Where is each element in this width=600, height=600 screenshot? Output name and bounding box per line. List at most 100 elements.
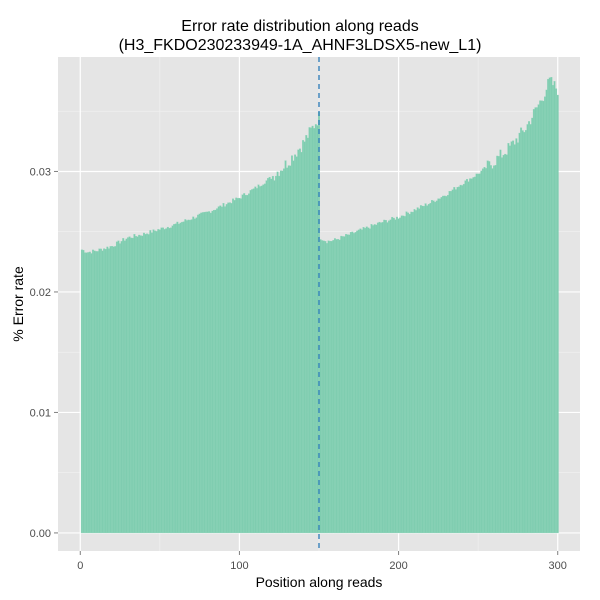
error-rate-bar: [504, 153, 507, 534]
error-rate-bar: [333, 238, 336, 534]
error-rate-bar: [380, 222, 383, 534]
error-rate-bar: [155, 231, 158, 534]
error-rate-bar: [327, 240, 330, 534]
error-rate-bar: [432, 200, 435, 534]
error-rate-bar: [446, 194, 449, 534]
error-rate-bar: [437, 198, 440, 534]
error-rate-bar: [512, 140, 515, 534]
error-rate-bar: [415, 210, 418, 534]
error-rate-bar: [174, 223, 177, 534]
error-rate-bar: [313, 128, 316, 534]
error-rate-bar: [294, 154, 297, 534]
error-rate-bar: [80, 249, 83, 534]
error-rate-bar: [529, 124, 532, 534]
error-rate-bar: [262, 184, 265, 534]
error-rate-bar: [480, 170, 483, 534]
error-rate-bar: [405, 211, 408, 534]
error-rate-bar: [189, 219, 192, 534]
error-rate-bar: [329, 240, 332, 534]
error-rate-bar: [383, 219, 386, 534]
error-rate-bar: [84, 252, 87, 534]
error-rate-bar: [276, 171, 279, 534]
error-rate-bar: [381, 222, 384, 534]
error-rate-bar: [154, 230, 157, 534]
error-rate-bar: [171, 225, 174, 534]
error-rate-bar: [453, 187, 456, 534]
error-rate-bar: [158, 229, 161, 534]
error-rate-bar: [346, 234, 349, 534]
error-rate-bar: [510, 141, 513, 534]
error-rate-bar: [87, 252, 90, 534]
error-rate-bar: [163, 229, 166, 534]
error-rate-bar: [442, 195, 445, 534]
error-rate-bar: [448, 191, 451, 534]
error-rate-bar: [499, 149, 502, 534]
error-rate-bar: [443, 195, 446, 534]
error-rate-bar: [456, 187, 459, 534]
error-rate-bar: [394, 219, 397, 534]
error-rate-bar: [378, 221, 381, 534]
error-rate-bar: [411, 211, 414, 534]
error-rate-bar: [298, 148, 301, 534]
error-rate-bar: [507, 143, 510, 534]
error-rate-bar: [491, 168, 494, 534]
error-rate-bar: [505, 154, 508, 534]
error-rate-bar: [454, 189, 457, 534]
error-rate-bar: [251, 189, 254, 534]
error-rate-bar: [524, 130, 527, 534]
error-rate-bar: [278, 175, 281, 534]
error-rate-bar: [466, 178, 468, 534]
error-rate-bar: [228, 202, 231, 534]
error-rate-bar: [400, 215, 403, 534]
error-rate-bar: [515, 138, 518, 534]
error-rate-bar: [427, 204, 430, 534]
error-rate-bar: [200, 212, 203, 534]
error-rate-bar: [361, 229, 363, 534]
error-rate-bar: [147, 234, 150, 534]
error-rate-bar: [254, 186, 257, 534]
error-rate-bar: [464, 180, 467, 534]
error-rate-bar: [531, 117, 534, 534]
y-tick-label: 0.03: [30, 166, 51, 178]
error-rate-bar: [146, 233, 149, 534]
error-rate-bar: [475, 173, 478, 534]
error-rate-bar: [139, 235, 142, 534]
x-tick-label: 0: [77, 560, 83, 572]
error-rate-bar: [392, 217, 395, 534]
error-rate-bar: [182, 221, 185, 534]
error-rate-bar: [501, 157, 503, 534]
error-rate-bar: [367, 227, 370, 534]
error-rate-bar: [532, 109, 535, 534]
error-rate-bar: [359, 228, 362, 534]
chart-title: Error rate distribution along reads: [181, 18, 419, 35]
error-rate-bar: [418, 208, 421, 534]
error-rate-bar: [141, 235, 144, 534]
error-rate-bar: [259, 186, 262, 534]
error-rate-bar: [451, 189, 454, 534]
error-rate-bar: [349, 231, 352, 534]
error-rate-bar: [450, 191, 453, 534]
error-rate-bar: [548, 77, 551, 534]
error-rate-bar: [434, 201, 437, 534]
error-rate-bar: [396, 216, 398, 534]
error-rate-bar: [166, 226, 169, 534]
error-rate-bar: [270, 178, 273, 534]
error-rate-bar: [243, 193, 246, 534]
error-rate-bar: [509, 145, 511, 534]
error-rate-bar: [407, 212, 410, 534]
error-rate-bar: [292, 160, 295, 534]
error-rate-bar: [322, 240, 325, 534]
x-tick-label: 100: [230, 560, 248, 572]
error-rate-bar: [224, 206, 227, 534]
error-rate-bar: [185, 220, 188, 534]
error-rate-bar: [265, 180, 268, 534]
error-rate-bar: [208, 211, 211, 534]
error-rate-bar: [130, 237, 133, 534]
error-rate-bar: [429, 202, 432, 534]
error-rate-bar: [287, 165, 290, 534]
error-rate-bar: [152, 229, 155, 534]
error-rate-bar: [289, 165, 292, 534]
error-rate-bar: [544, 96, 546, 534]
error-rate-bar: [356, 230, 359, 534]
error-rate-bar: [217, 206, 220, 534]
